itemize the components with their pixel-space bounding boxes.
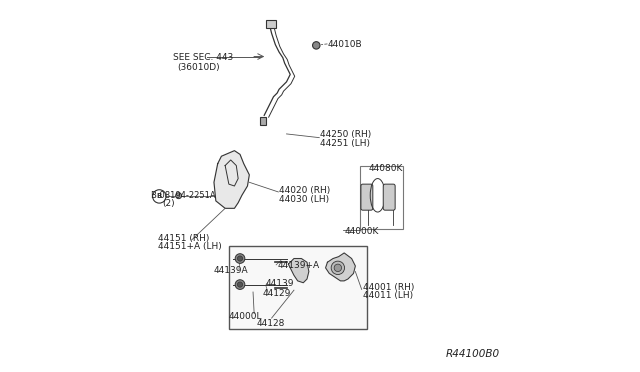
Circle shape: [237, 256, 243, 261]
Circle shape: [237, 282, 243, 287]
Bar: [266, 20, 276, 28]
Bar: [360, 166, 403, 229]
Polygon shape: [326, 253, 355, 281]
Text: 44011 (LH): 44011 (LH): [363, 291, 413, 300]
Circle shape: [331, 261, 344, 275]
Text: R44100B0: R44100B0: [445, 349, 500, 359]
Circle shape: [312, 42, 320, 49]
Text: 44080K: 44080K: [369, 164, 403, 173]
Circle shape: [334, 264, 342, 272]
Text: SEE SEC. 443: SEE SEC. 443: [173, 53, 234, 62]
Polygon shape: [289, 259, 309, 283]
Text: 44000K: 44000K: [344, 227, 378, 236]
Text: 44139: 44139: [266, 279, 294, 288]
Text: 44151+A (LH): 44151+A (LH): [158, 242, 222, 251]
Text: 44139+A: 44139+A: [277, 262, 319, 270]
Bar: [229, 246, 367, 329]
Text: B: B: [157, 193, 162, 199]
Text: 44000L: 44000L: [229, 312, 262, 321]
FancyBboxPatch shape: [383, 184, 395, 210]
Bar: [260, 117, 266, 125]
Circle shape: [235, 254, 245, 263]
Text: 44128: 44128: [257, 319, 285, 328]
Text: 44030 (LH): 44030 (LH): [279, 195, 329, 203]
Text: 44251 (LH): 44251 (LH): [320, 139, 370, 148]
Circle shape: [235, 280, 245, 289]
Text: 44001 (RH): 44001 (RH): [363, 283, 414, 292]
Text: (36010D): (36010D): [177, 63, 220, 72]
Text: 44139A: 44139A: [214, 266, 248, 275]
FancyBboxPatch shape: [361, 184, 373, 210]
Text: 44250 (RH): 44250 (RH): [320, 130, 371, 139]
Polygon shape: [214, 151, 250, 208]
Text: (2): (2): [162, 199, 175, 208]
Text: B 08194-2251A: B 08194-2251A: [151, 191, 216, 200]
Text: 44151 (RH): 44151 (RH): [158, 234, 209, 243]
Text: 44020 (RH): 44020 (RH): [279, 186, 330, 195]
Text: 44010B: 44010B: [328, 40, 362, 49]
Text: 44129: 44129: [262, 289, 291, 298]
Circle shape: [175, 193, 182, 199]
